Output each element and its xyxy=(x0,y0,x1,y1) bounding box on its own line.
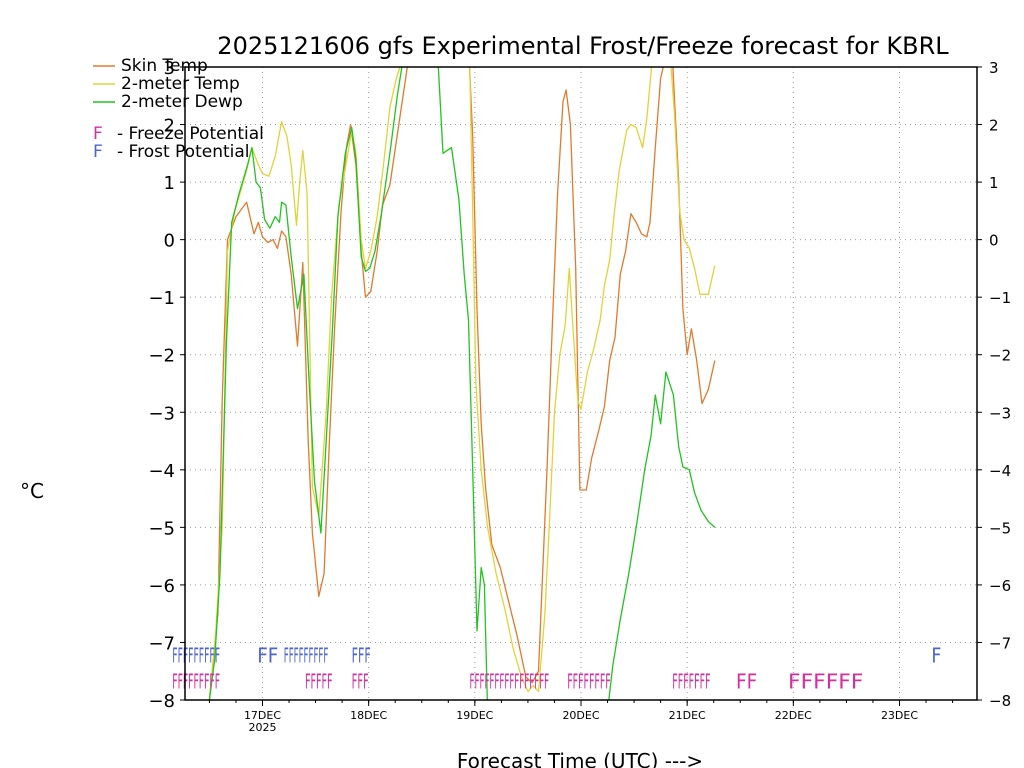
y-tick-label-right: 1 xyxy=(989,174,999,192)
chart-title: 2025121606 gfs Experimental Frost/Freeze… xyxy=(217,32,949,60)
x-tick-label: 18DEC xyxy=(350,709,387,722)
y-tick-label-right: −2 xyxy=(989,347,1011,365)
x-tick-sublabel: 2025 xyxy=(249,721,277,734)
y-tick-label-right: −3 xyxy=(989,404,1011,422)
y-tick-label-right: 2 xyxy=(989,117,999,135)
y-tick-label-left: −6 xyxy=(148,576,175,597)
series-group xyxy=(208,67,716,700)
freeze-marker: FFFFFFFFFFFFFFFF xyxy=(470,669,550,693)
frost-marker: FFFFFFFFF xyxy=(172,644,220,668)
frost-marker: F xyxy=(931,644,941,668)
freeze-marker: FFFFFFFFF xyxy=(172,669,220,693)
series-layer xyxy=(208,67,716,700)
frost-marker: FFF xyxy=(352,644,371,668)
x-axis-label: Forecast Time (UTC) ---> xyxy=(457,749,703,768)
freeze-marker: FFFFFFFF xyxy=(567,669,611,693)
y-tick-label-right: −6 xyxy=(989,577,1011,595)
axes-layer: −8 −8 −7 −7 −6 −6 −5 −5 −4 −4 −3 −3 −2 −2 −1 −1 0 0 1 1 2 2 3 3… xyxy=(148,58,1011,734)
freeze-marker: FFFFFF xyxy=(788,669,863,693)
legend-label: 2-meter Temp xyxy=(121,74,240,94)
y-tick-label-right: 3 xyxy=(989,59,999,77)
x-tick-label: 23DEC xyxy=(881,709,918,722)
y-tick-label-right: −7 xyxy=(989,634,1011,652)
x-tick-label: 20DEC xyxy=(562,709,599,722)
frost-marker: FF xyxy=(257,644,278,668)
frost-marker: FFFFFFFFF xyxy=(284,644,329,668)
freeze-marker: FFF xyxy=(352,669,369,693)
x-tick-label: 21DEC xyxy=(669,709,706,722)
y-tick-label-left: −8 xyxy=(148,691,175,712)
y-tick-label-left: 0 xyxy=(164,231,175,252)
y-tick-label-right: −5 xyxy=(989,519,1011,537)
legend-label: Skin Temp xyxy=(121,56,208,76)
y-tick-label-left: −1 xyxy=(148,288,175,309)
legend-f-glyph: F xyxy=(93,142,103,162)
x-tick-label: 19DEC xyxy=(456,709,493,722)
y-tick-label-left: −4 xyxy=(148,461,175,482)
freeze-marker: FF xyxy=(736,669,757,693)
y-tick-label-left: −3 xyxy=(148,403,175,424)
y-axis-label: °C xyxy=(20,479,44,503)
series-line-skin-temp xyxy=(208,67,716,700)
series-line-2-meter-dewp xyxy=(208,67,716,700)
y-tick-label-left: −2 xyxy=(148,346,175,367)
y-tick-label-left: −5 xyxy=(148,518,175,539)
potential-markers: FFFFFFFFF FFFFF FFF FFFFFFFFFFFFFFFF FFFFFFF… xyxy=(172,644,941,694)
y-tick-label-left: 3 xyxy=(164,58,175,79)
x-tick-label: 22DEC xyxy=(775,709,812,722)
freeze-marker: FFFFFFF xyxy=(672,669,710,693)
legend-label: - Frost Potential xyxy=(117,142,250,162)
y-tick-label-right: −8 xyxy=(989,692,1011,710)
y-tick-label-right: −4 xyxy=(989,462,1011,480)
y-tick-label-left: 1 xyxy=(164,173,175,194)
legend-label: - Freeze Potential xyxy=(117,124,264,144)
y-tick-label-left: 2 xyxy=(164,116,175,137)
legend-f-glyph: F xyxy=(93,124,103,144)
y-tick-label-left: −7 xyxy=(148,633,175,654)
y-tick-label-right: −1 xyxy=(989,289,1011,307)
legend-label: 2-meter Dewp xyxy=(121,92,243,112)
series-line-2-meter-temp xyxy=(208,67,716,700)
x-tick-label: 17DEC xyxy=(244,709,281,722)
y-tick-label-right: 0 xyxy=(989,232,999,250)
freeze-marker: FFFFF xyxy=(305,669,333,693)
